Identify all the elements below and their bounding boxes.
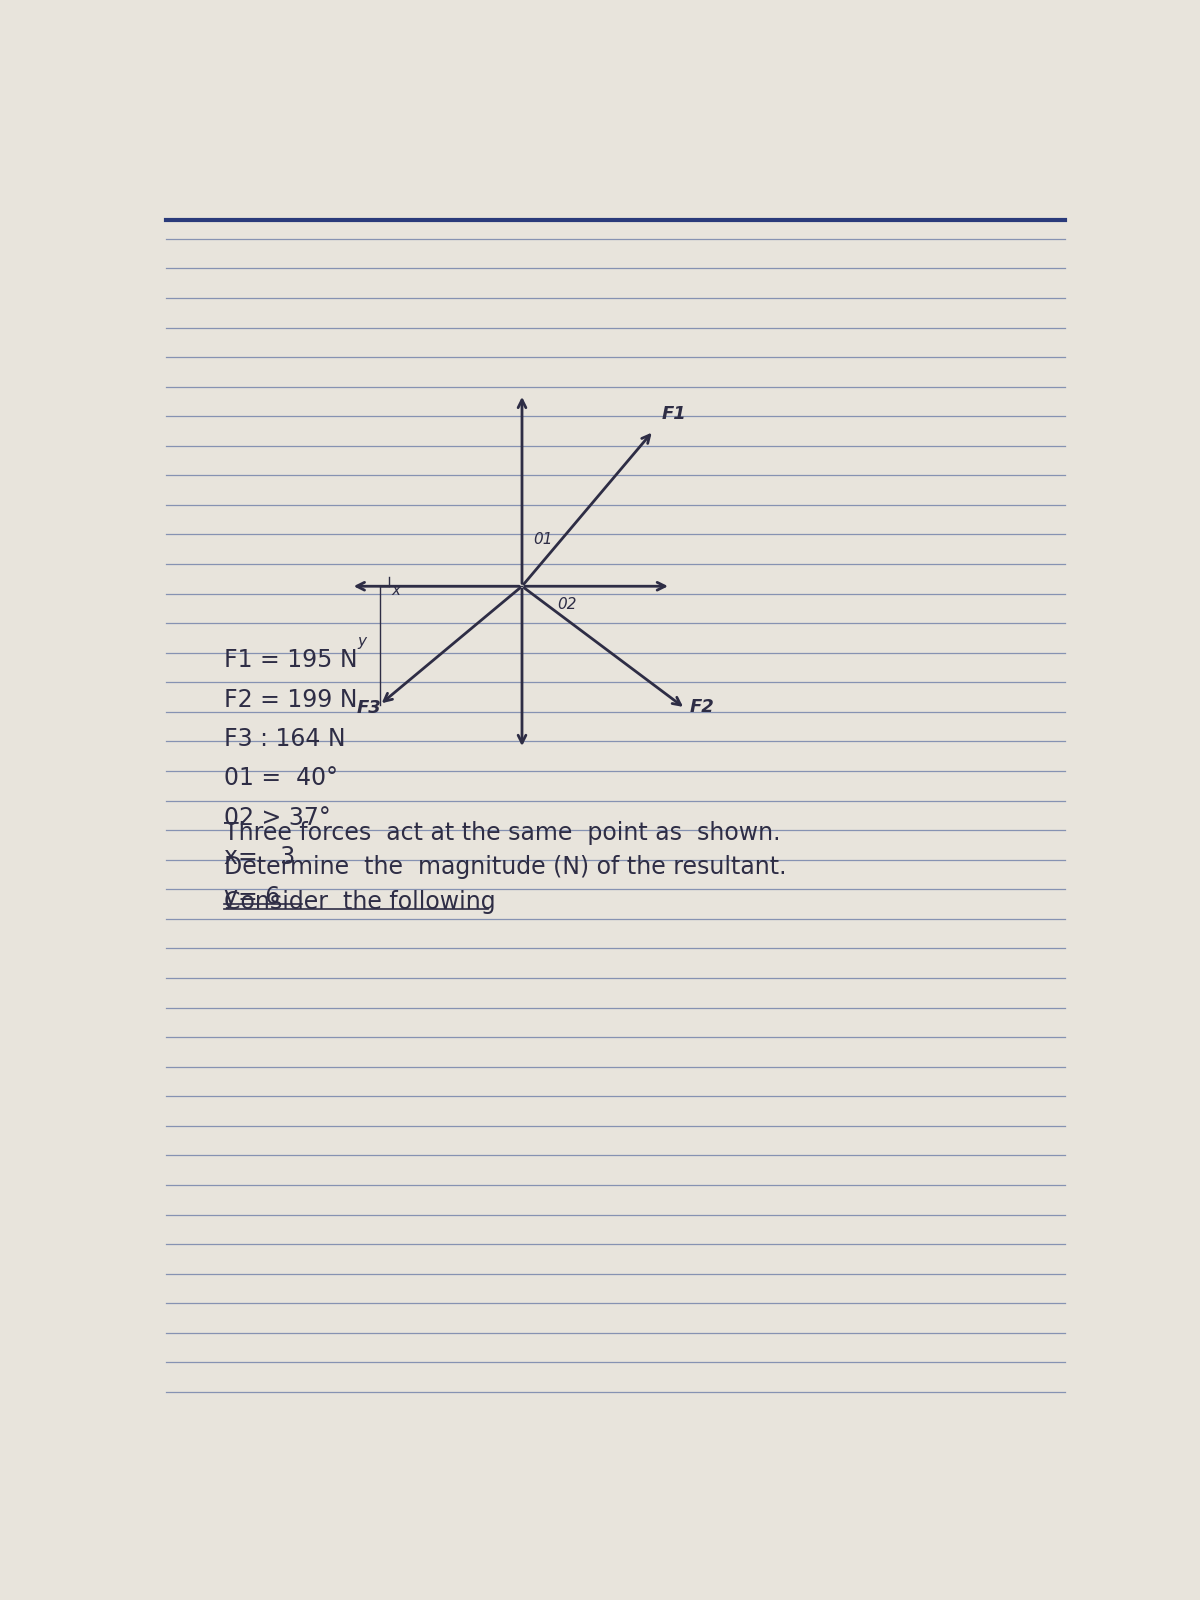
Text: 01: 01 (534, 531, 553, 547)
Text: x: x (391, 584, 400, 598)
Text: F1 = 195 N: F1 = 195 N (224, 648, 358, 672)
Text: F2 = 199 N: F2 = 199 N (224, 688, 358, 712)
Text: F3 : 164 N: F3 : 164 N (224, 726, 346, 750)
Text: y= 6: y= 6 (224, 885, 281, 909)
Text: F3: F3 (356, 699, 382, 717)
Text: Consider  the following: Consider the following (224, 890, 496, 914)
Text: 01 =  40°: 01 = 40° (224, 766, 338, 790)
Text: Determine  the  magnitude (N) of the resultant.: Determine the magnitude (N) of the resul… (224, 854, 787, 878)
Text: x=   3: x= 3 (224, 845, 295, 869)
Text: y: y (358, 634, 367, 648)
Text: 02 > 37°: 02 > 37° (224, 806, 331, 830)
Text: 02: 02 (557, 597, 576, 613)
Text: Three forces  act at the same  point as  shown.: Three forces act at the same point as sh… (224, 821, 781, 845)
Text: F2: F2 (689, 699, 714, 717)
Text: F1: F1 (661, 405, 686, 422)
